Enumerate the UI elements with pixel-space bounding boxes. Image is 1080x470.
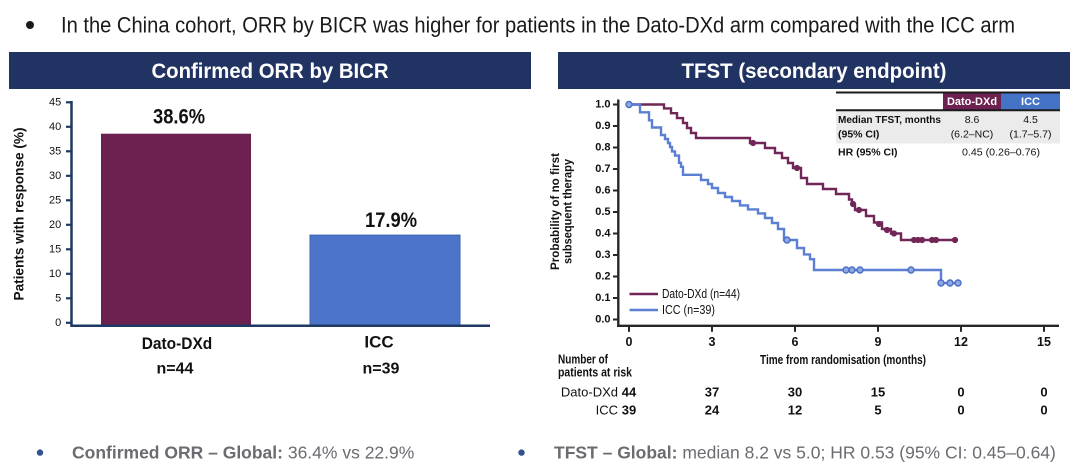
svg-text:Confirmed ORR – Global: 36.4%: Confirmed ORR – Global: 36.4% vs 22.9% — [72, 443, 414, 463]
svg-text:Median TFST, months: Median TFST, months — [838, 114, 941, 126]
svg-text:0.7: 0.7 — [595, 163, 610, 175]
svg-text:30: 30 — [49, 170, 61, 182]
svg-text:38.6%: 38.6% — [153, 106, 205, 129]
svg-text:3: 3 — [709, 335, 716, 349]
svg-text:0.9: 0.9 — [595, 120, 610, 132]
svg-text:0: 0 — [1040, 403, 1047, 418]
svg-text:12: 12 — [954, 335, 968, 349]
svg-text:0.2: 0.2 — [595, 271, 610, 283]
svg-text:patients at risk: patients at risk — [558, 366, 632, 380]
svg-text:37: 37 — [705, 385, 719, 400]
svg-text:TFST – Global: median 8.2 vs 5: TFST – Global: median 8.2 vs 5.0; HR 0.5… — [554, 443, 1056, 463]
svg-text:ICC (n=39): ICC (n=39) — [662, 303, 715, 317]
svg-text:ICC: ICC — [364, 333, 393, 352]
svg-text:subsequent therapy: subsequent therapy — [563, 158, 575, 264]
svg-text:1.0: 1.0 — [595, 99, 610, 111]
svg-text:25: 25 — [49, 194, 61, 206]
svg-text:Number of: Number of — [558, 352, 609, 366]
svg-text:(6.2–NC): (6.2–NC) — [951, 129, 994, 141]
svg-text:TFST (secondary endpoint): TFST (secondary endpoint) — [682, 59, 947, 83]
svg-text:0.5: 0.5 — [595, 206, 610, 218]
svg-text:0.1: 0.1 — [595, 292, 610, 304]
svg-text:12: 12 — [788, 403, 802, 418]
svg-text:0.6: 0.6 — [595, 185, 610, 197]
svg-text:20: 20 — [49, 219, 61, 231]
svg-text:HR (95% CI): HR (95% CI) — [838, 147, 898, 159]
svg-text:(1.7–5.7): (1.7–5.7) — [1009, 129, 1051, 141]
svg-text:4.5: 4.5 — [1023, 114, 1038, 126]
svg-text:Dato-DXd: Dato-DXd — [947, 96, 997, 108]
svg-text:n=44: n=44 — [157, 361, 194, 378]
svg-text:0.3: 0.3 — [595, 249, 610, 261]
svg-text:15: 15 — [1037, 335, 1051, 349]
svg-text:n=39: n=39 — [363, 361, 400, 378]
svg-text:0: 0 — [55, 317, 61, 329]
svg-text:Dato-DXd: Dato-DXd — [142, 334, 213, 353]
svg-text:0: 0 — [626, 335, 633, 349]
svg-text:24: 24 — [705, 403, 720, 418]
svg-text:10: 10 — [49, 268, 61, 280]
svg-text:5: 5 — [874, 403, 881, 418]
svg-text:8.6: 8.6 — [965, 114, 980, 126]
svg-text:Probability of no first: Probability of no first — [550, 153, 562, 270]
svg-text:0.0: 0.0 — [595, 314, 610, 326]
svg-text:40: 40 — [49, 121, 61, 133]
svg-text:44: 44 — [622, 385, 637, 400]
svg-text:Dato-DXd (n=44): Dato-DXd (n=44) — [662, 287, 740, 301]
svg-text:30: 30 — [788, 385, 802, 400]
svg-text:Dato-DXd: Dato-DXd — [561, 385, 618, 400]
svg-text:6: 6 — [792, 335, 799, 349]
svg-text:Time from randomisation (month: Time from randomisation (months) — [760, 352, 926, 367]
svg-text:39: 39 — [622, 403, 636, 418]
svg-text:In the China cohort, ORR by BI: In the China cohort, ORR by BICR was hig… — [61, 13, 1015, 38]
svg-text:15: 15 — [49, 243, 61, 255]
svg-text:35: 35 — [49, 145, 61, 157]
svg-text:(95% CI): (95% CI) — [838, 129, 879, 141]
svg-text:15: 15 — [871, 385, 885, 400]
svg-text:0.45 (0.26–0.76): 0.45 (0.26–0.76) — [962, 147, 1040, 159]
svg-text:0.4: 0.4 — [595, 228, 611, 240]
svg-text:ICC: ICC — [1021, 96, 1040, 108]
svg-text:ICC: ICC — [596, 403, 618, 418]
svg-text:0: 0 — [1040, 385, 1047, 400]
svg-text:0: 0 — [957, 403, 964, 418]
svg-text:0: 0 — [957, 385, 964, 400]
svg-text:9: 9 — [875, 335, 882, 349]
svg-text:5: 5 — [55, 292, 61, 304]
svg-text:Patients with response (%): Patients with response (%) — [12, 128, 27, 301]
svg-text:Confirmed ORR by BICR: Confirmed ORR by BICR — [152, 59, 389, 83]
svg-text:17.9%: 17.9% — [365, 209, 417, 232]
svg-text:45: 45 — [49, 96, 61, 108]
svg-text:0.8: 0.8 — [595, 142, 610, 154]
